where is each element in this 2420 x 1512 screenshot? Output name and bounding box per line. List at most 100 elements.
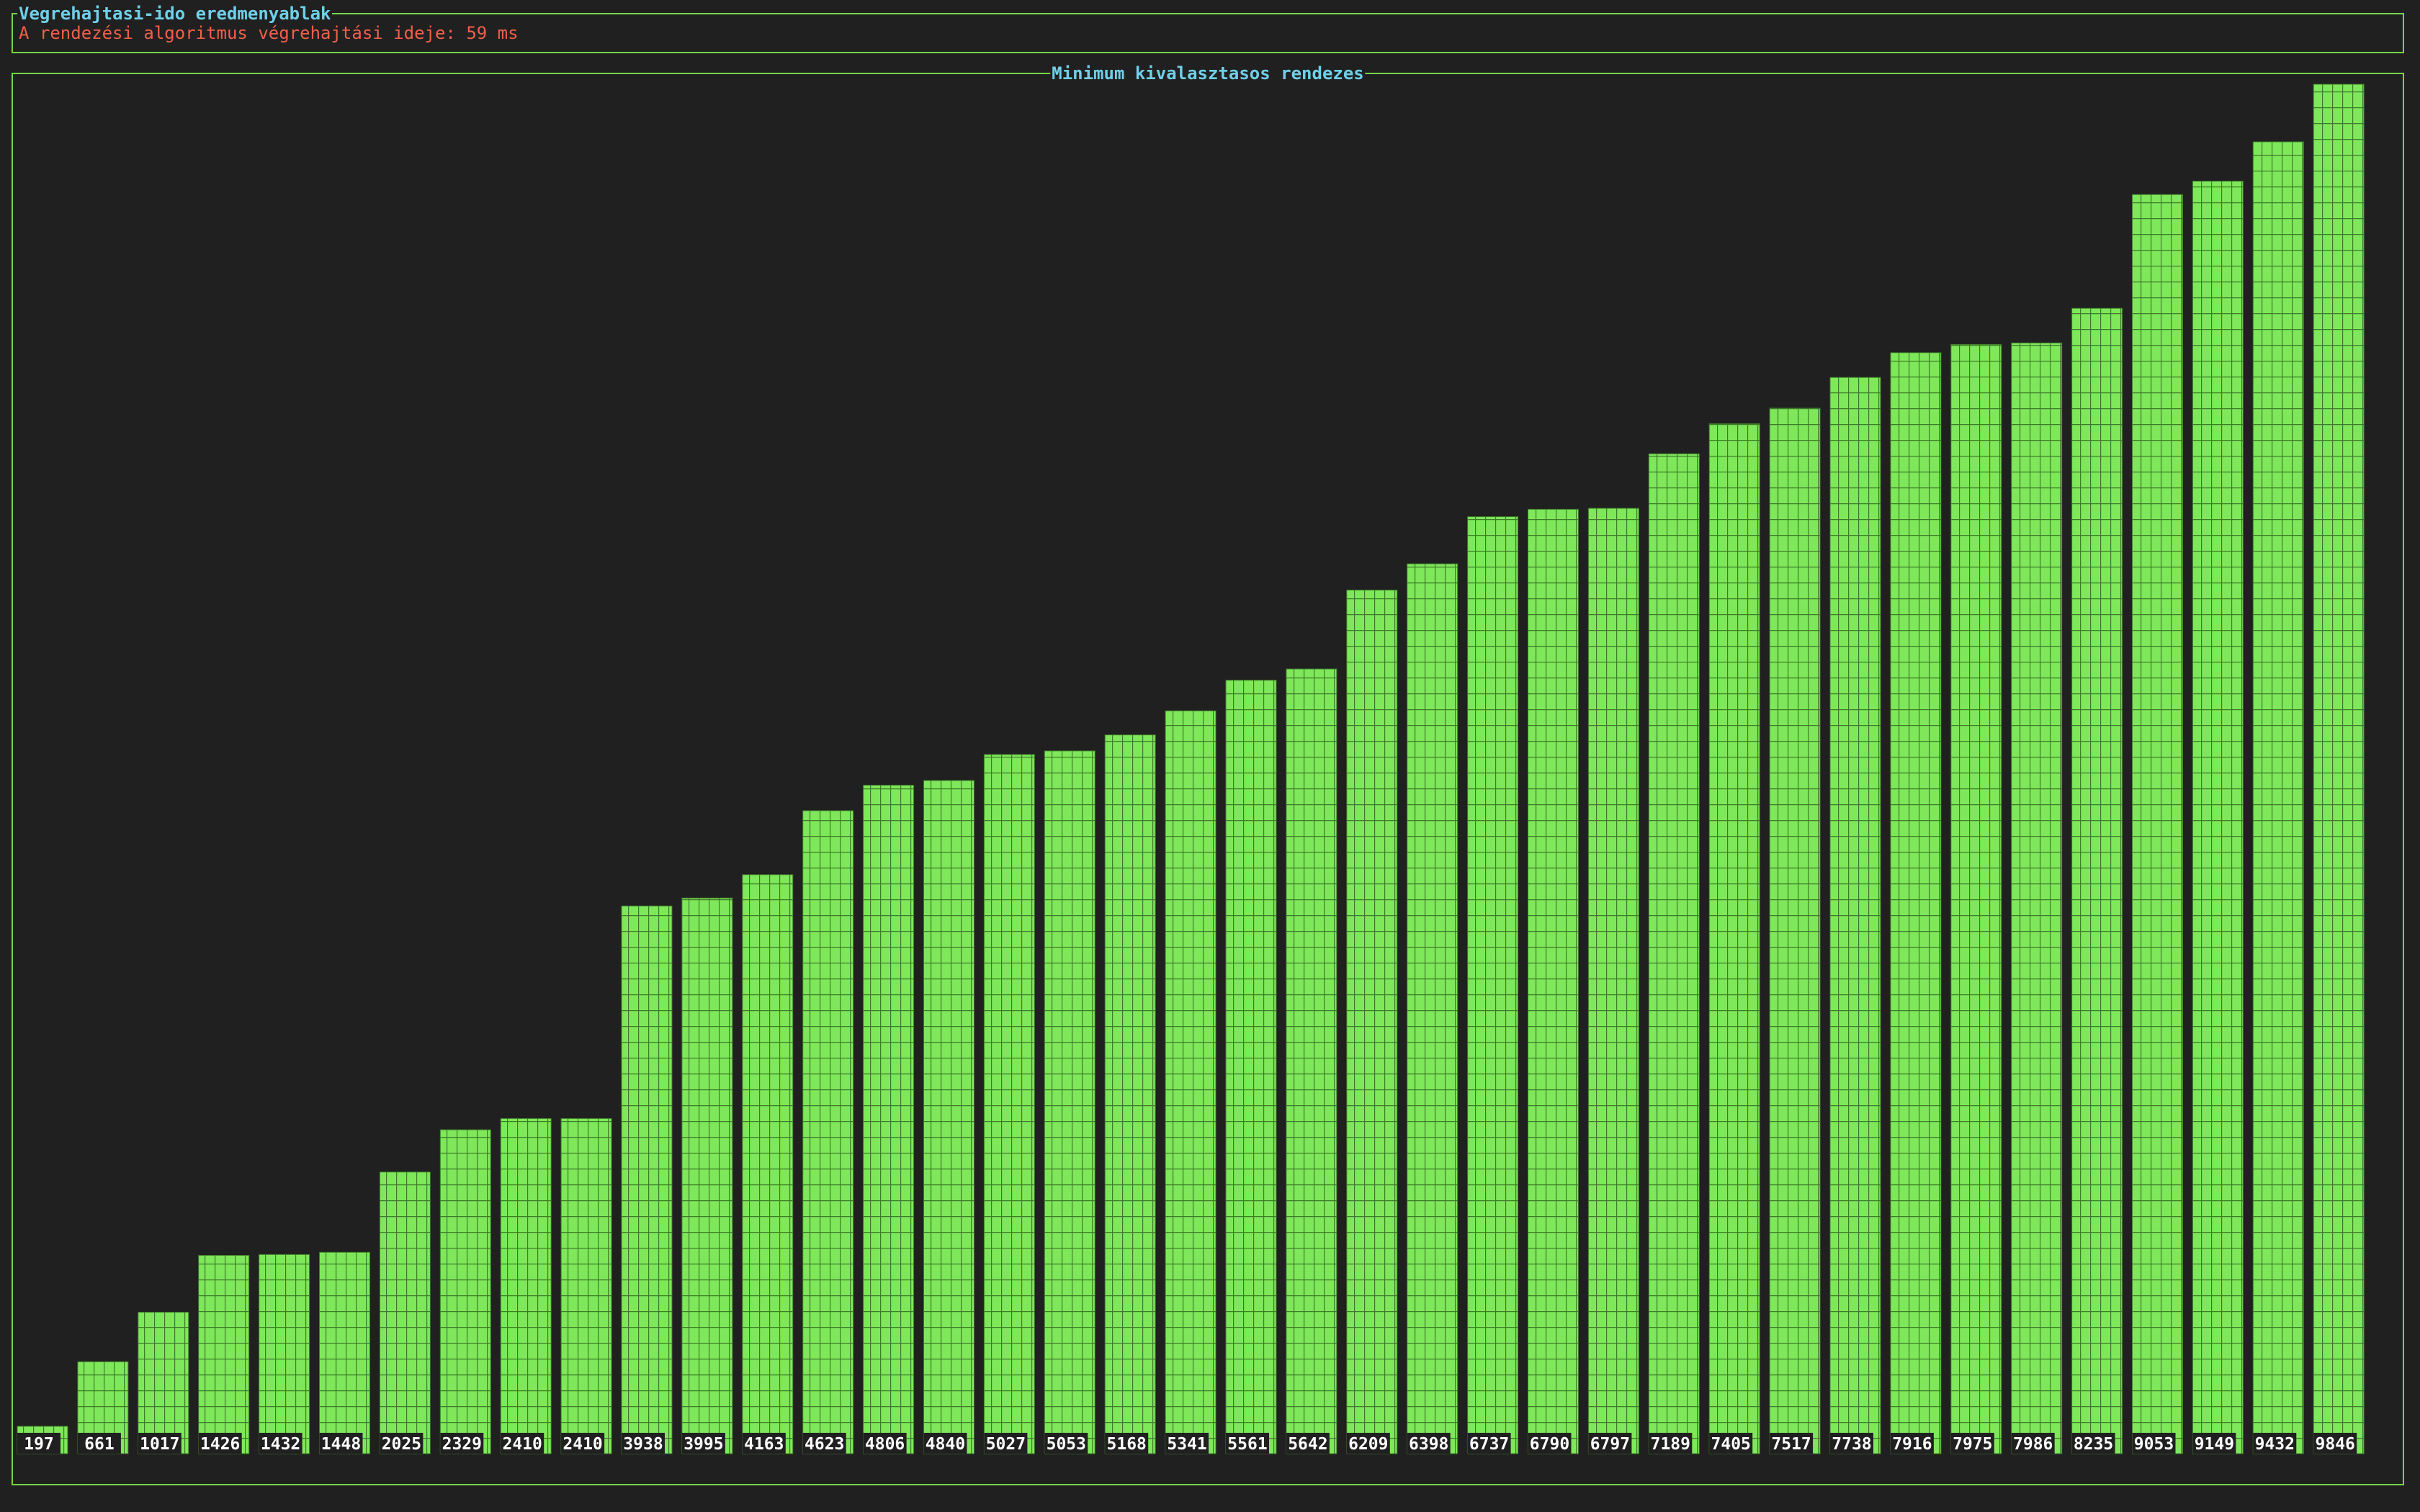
bar-label-background	[319, 1433, 363, 1454]
bar	[1950, 343, 2002, 1454]
bar	[1769, 408, 1821, 1454]
bar	[379, 1171, 431, 1454]
bar-label-background	[1467, 1433, 1511, 1454]
bar-group: 7738	[1829, 377, 1881, 1454]
bar-label-background	[1044, 1433, 1088, 1454]
bar-group: 9846	[2313, 84, 2365, 1454]
bar-value-label: 3938	[623, 1435, 663, 1454]
bar-label-background	[2071, 1433, 2115, 1454]
bar-label-background	[984, 1433, 1028, 1454]
bar-group: 9053	[2132, 194, 2183, 1454]
bar-value-label: 5168	[1107, 1435, 1147, 1454]
bar-label-background	[1346, 1433, 1390, 1454]
bar-value-label: 5642	[1288, 1435, 1327, 1454]
result-window: Vegrehajtasi-ido eredmenyablak A rendezé…	[12, 4, 2404, 53]
bar-group: 4806	[863, 785, 915, 1454]
bar-label-background	[923, 1433, 967, 1454]
bar-group: 9432	[2252, 141, 2304, 1454]
bar	[1286, 668, 1337, 1454]
bar-group: 1426	[198, 1255, 250, 1454]
bar	[681, 897, 733, 1454]
bar	[1890, 352, 1942, 1454]
bar-group: 7405	[1708, 423, 1760, 1454]
bar-group: 5642	[1286, 668, 1337, 1454]
bar-value-label: 5027	[986, 1435, 1026, 1454]
bar-value-label: 9149	[2195, 1435, 2234, 1454]
bar	[1346, 590, 1398, 1454]
bar-value-label: 197	[24, 1435, 54, 1454]
bar-label-background	[681, 1433, 725, 1454]
bar	[560, 1117, 612, 1454]
bar-group: 5053	[1044, 750, 1095, 1454]
bar	[1165, 710, 1216, 1454]
bar-label-background	[1709, 1433, 1753, 1454]
bar-group: 2410	[560, 1117, 612, 1454]
bar-label-background	[1950, 1433, 1994, 1454]
bar-value-label: 7189	[1651, 1435, 1690, 1454]
bar-value-label: 2329	[442, 1435, 482, 1454]
bar	[1829, 377, 1881, 1454]
bar	[1587, 508, 1639, 1454]
bar-group: 2025	[379, 1171, 431, 1454]
bar-value-label: 4840	[926, 1435, 965, 1454]
bar-label-background	[742, 1433, 786, 1454]
bar	[138, 1312, 189, 1454]
bar	[1044, 750, 1095, 1454]
bar-value-label: 3995	[684, 1435, 723, 1454]
bar-label-background	[1528, 1433, 1572, 1454]
bar-label-background	[1105, 1433, 1149, 1454]
bar-label-background	[1588, 1433, 1632, 1454]
bar-value-label: 5341	[1167, 1435, 1206, 1454]
bar-group: 6398	[1407, 563, 1458, 1454]
bar-value-label: 7986	[2013, 1435, 2053, 1454]
bar	[2132, 194, 2183, 1454]
bar-value-label: 7975	[1953, 1435, 1992, 1454]
bar-label-background	[138, 1433, 182, 1454]
bar-label-background	[802, 1433, 846, 1454]
bar-label-background	[198, 1433, 242, 1454]
bar-value-label: 1017	[140, 1435, 179, 1454]
bar-label-background	[2132, 1433, 2176, 1454]
bar-label-background	[1830, 1433, 1873, 1454]
bar-value-label: 6209	[1348, 1435, 1388, 1454]
bar	[1528, 508, 1579, 1454]
bar-label-background	[77, 1433, 121, 1454]
bar-label-background	[863, 1433, 907, 1454]
bar	[1225, 680, 1277, 1454]
bar	[259, 1254, 310, 1454]
bar-group: 7189	[1648, 453, 1700, 1454]
bar	[439, 1129, 491, 1454]
bar-label-background	[2192, 1433, 2236, 1454]
bar-label-background	[1286, 1433, 1330, 1454]
bar-value-label: 8235	[2074, 1435, 2113, 1454]
bar-group: 9149	[2192, 181, 2244, 1454]
bar-value-label: 4163	[744, 1435, 784, 1454]
bar-group: 2410	[500, 1117, 552, 1454]
bar-chart: 197 661 1017 1426 1432 1448 2025 2329 2410 2410 39…	[17, 84, 2365, 1454]
bar-value-label: 7916	[1892, 1435, 1932, 1454]
bar-group: 1432	[259, 1254, 310, 1454]
bar-label-background	[1649, 1433, 1693, 1454]
bar-label-background	[17, 1433, 60, 1454]
bar-group: 7975	[1950, 343, 2002, 1454]
bar-group: 6797	[1587, 508, 1639, 1454]
result-window-title: Vegrehajtasi-ido eredmenyablak	[17, 4, 333, 24]
bar-group: 3995	[681, 897, 733, 1454]
bar-group: 5561	[1225, 680, 1277, 1454]
bar-value-label: 7517	[1771, 1435, 1811, 1454]
bar	[923, 780, 974, 1454]
bar-label-background	[561, 1433, 605, 1454]
bar	[863, 785, 915, 1454]
bar-group: 7517	[1769, 408, 1821, 1454]
bar-label-background	[440, 1433, 484, 1454]
bar	[1467, 516, 1519, 1454]
bar-value-label: 9053	[2134, 1435, 2174, 1454]
bar	[742, 874, 794, 1454]
bar-group: 8235	[2071, 307, 2123, 1454]
bar-group: 6209	[1346, 590, 1398, 1454]
bar-label-background	[1226, 1433, 1269, 1454]
bar	[198, 1255, 250, 1454]
bar-label-background	[2253, 1433, 2297, 1454]
bar-group: 661	[77, 1361, 129, 1454]
bar-group: 5027	[983, 754, 1035, 1454]
